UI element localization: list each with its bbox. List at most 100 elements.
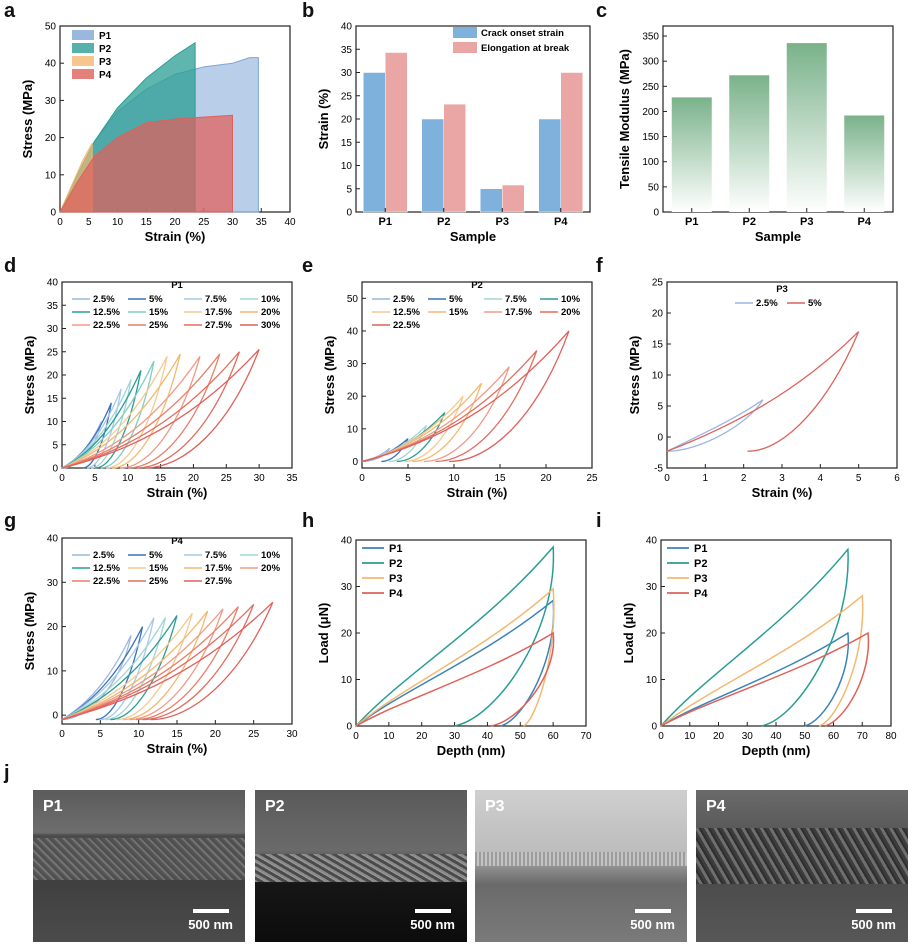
sem-label: P3 (485, 798, 505, 815)
y-tick-label: 20 (347, 392, 359, 403)
legend-label: P2 (99, 44, 112, 55)
legend-label: P4 (694, 588, 708, 600)
panel-label-c: c (596, 0, 608, 22)
y-tick-label: 300 (642, 57, 659, 68)
x-tick-label: 50 (799, 731, 811, 742)
panel-label-d: d (4, 255, 17, 277)
legend-label: P3 (694, 573, 707, 585)
x-tick-label: P2 (743, 216, 756, 228)
x-tick-label: 20 (713, 731, 725, 742)
load-curve-p2 (355, 545, 555, 727)
hysteresis-loop-5% (61, 626, 144, 721)
legend-swatch (72, 69, 94, 79)
sem-image-p4: P4 500 nm (696, 790, 908, 942)
y-tick-label: 10 (652, 371, 664, 382)
legend-label: 15% (149, 307, 169, 318)
x-tick-label: 0 (664, 473, 670, 484)
y-tick-label: 50 (648, 182, 660, 193)
legend-label: 20% (261, 307, 281, 318)
x-axis-label: Strain (%) (447, 485, 508, 500)
y-tick-label: 0 (653, 208, 659, 219)
legend-label: 12.5% (93, 563, 120, 574)
panel-label-b: b (302, 0, 315, 22)
legend-title: P4 (171, 536, 183, 547)
x-tick-label: 30 (286, 729, 298, 740)
bar-p3-crack-onset (480, 188, 503, 213)
hysteresis-loop-30% (61, 348, 260, 469)
y-tick-label: -5 (654, 464, 663, 475)
y-tick-label: 20 (45, 133, 57, 144)
legend-label: 30% (261, 320, 281, 331)
hysteresis-loop-10% (61, 617, 167, 721)
x-tick-label: 50 (515, 731, 527, 742)
x-tick-label: 40 (284, 217, 296, 228)
x-tick-label: 5 (405, 473, 411, 484)
x-axis-label: Sample (755, 229, 801, 244)
bar-p1 (671, 97, 712, 212)
x-tick-label: 0 (353, 731, 359, 742)
legend-label: 25% (149, 576, 169, 587)
load-curve-p3 (660, 594, 864, 727)
y-tick-label: 20 (341, 629, 353, 640)
y-axis-label: Stress (MPa) (20, 80, 35, 159)
legend-label: 27.5% (205, 576, 232, 587)
y-axis-label: Stress (MPa) (627, 336, 642, 415)
bar-p1-elongation (385, 52, 408, 213)
plot-frame (662, 25, 894, 213)
x-tick-label: 10 (684, 731, 696, 742)
x-tick-label: 25 (221, 473, 233, 484)
plot-frame (361, 281, 593, 469)
sem-film-cross-section (696, 828, 908, 884)
sem-label: P4 (706, 798, 726, 815)
x-tick-label: 15 (171, 729, 183, 740)
y-tick-label: 30 (45, 96, 57, 107)
legend-label: 15% (149, 563, 169, 574)
x-tick-label: 10 (133, 729, 145, 740)
x-tick-label: 80 (885, 731, 897, 742)
y-tick-label: 0 (651, 722, 657, 733)
x-tick-label: P4 (858, 216, 872, 228)
hysteresis-loop-7.5% (61, 388, 122, 469)
x-tick-label: 60 (548, 731, 560, 742)
load-curve-p3 (355, 587, 555, 727)
y-tick-label: 350 (642, 32, 659, 43)
x-tick-label: 30 (227, 217, 239, 228)
legend-label: 15% (449, 307, 469, 318)
x-tick-label: 25 (248, 729, 260, 740)
y-tick-label: 100 (642, 157, 659, 168)
y-tick-label: 25 (47, 347, 59, 358)
x-tick-label: 70 (857, 731, 869, 742)
x-tick-label: P3 (800, 216, 813, 228)
legend-label: P3 (99, 57, 112, 68)
y-tick-label: 20 (47, 371, 59, 382)
x-tick-label: P2 (437, 216, 450, 228)
scale-bar: 500 nm (410, 909, 455, 932)
hysteresis-loop-17.5% (61, 610, 209, 721)
x-tick-label: 5 (86, 217, 92, 228)
y-axis-label: Stress (MPa) (22, 336, 37, 415)
x-tick-label: P3 (496, 216, 509, 228)
sem-film-cross-section (255, 854, 467, 882)
hysteresis-loop-27.5% (61, 601, 274, 721)
y-tick-label: 15 (652, 340, 664, 351)
y-tick-label: 20 (646, 629, 658, 640)
legend-label: P4 (389, 588, 403, 600)
sem-label: P2 (265, 798, 285, 815)
x-tick-label: 35 (286, 473, 298, 484)
x-tick-label: 10 (383, 731, 395, 742)
y-tick-label: 0 (50, 208, 56, 219)
x-tick-label: 20 (210, 729, 222, 740)
legend-label: 17.5% (205, 563, 232, 574)
y-tick-label: 30 (347, 359, 359, 370)
x-tick-label: P1 (379, 216, 392, 228)
x-tick-label: 0 (658, 731, 664, 742)
hysteresis-loop-2.5% (666, 399, 764, 452)
legend-label: P3 (389, 573, 402, 585)
legend-label: 2.5% (756, 298, 778, 309)
x-tick-label: 15 (155, 473, 167, 484)
y-tick-label: 20 (652, 309, 664, 320)
x-tick-label: 6 (894, 473, 900, 484)
y-tick-label: 10 (341, 675, 353, 686)
y-tick-label: 40 (341, 536, 353, 547)
legend-label: 12.5% (93, 307, 120, 318)
